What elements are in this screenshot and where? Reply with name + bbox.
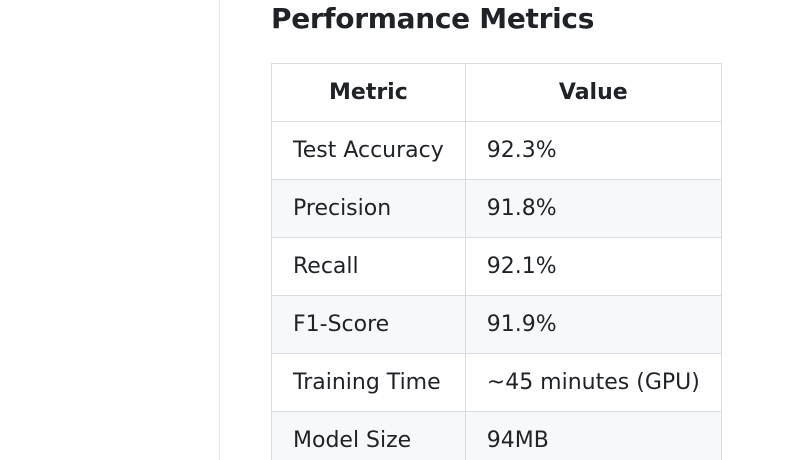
column-header-value: Value <box>464 63 722 122</box>
value-cell: 92.3% <box>464 121 722 180</box>
metric-cell: Recall <box>271 237 466 296</box>
metric-cell: Precision <box>271 179 466 238</box>
table-row: Training Time ~45 minutes (GPU) <box>271 353 722 412</box>
value-cell: 94MB <box>464 411 722 460</box>
value-cell: 91.8% <box>464 179 722 238</box>
table-row: Test Accuracy 92.3% <box>271 121 722 180</box>
value-cell: ~45 minutes (GPU) <box>464 353 722 412</box>
column-header-metric: Metric <box>271 63 466 122</box>
table-row: Recall 92.1% <box>271 237 722 296</box>
performance-metrics-table: Metric Value Test Accuracy 92.3% Precisi… <box>271 63 722 460</box>
value-cell: 91.9% <box>464 295 722 354</box>
table-row: Model Size 94MB <box>271 411 722 460</box>
metric-cell: F1-Score <box>271 295 466 354</box>
metric-cell: Model Size <box>271 411 466 460</box>
sidebar-divider <box>219 0 220 460</box>
table-row: Precision 91.8% <box>271 179 722 238</box>
section-heading: Performance Metrics <box>271 2 595 35</box>
metric-cell: Test Accuracy <box>271 121 466 180</box>
metric-cell: Training Time <box>271 353 466 412</box>
table-header-row: Metric Value <box>271 63 722 122</box>
value-cell: 92.1% <box>464 237 722 296</box>
table-row: F1-Score 91.9% <box>271 295 722 354</box>
